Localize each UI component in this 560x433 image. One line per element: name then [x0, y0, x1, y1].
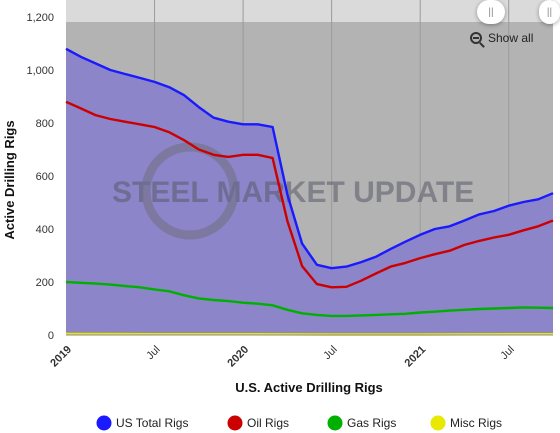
y-axis-ticks: 0 200 400 600 800 1,000 1,200 — [26, 12, 54, 342]
y-axis-title: Active Drilling Rigs — [2, 120, 17, 239]
series-lines — [65, 47, 554, 336]
legend-marker-icon — [327, 415, 343, 431]
total-rigs-area — [66, 48, 553, 336]
y-tick-label: 1,200 — [26, 12, 54, 24]
y-tick-label: 1,000 — [26, 65, 54, 77]
x-tick-label: Jul — [498, 344, 516, 362]
watermark-logo — [141, 142, 239, 240]
show-all-button[interactable]: Show all — [470, 28, 533, 48]
y-tick-label: 800 — [36, 118, 54, 130]
legend-marker-icon — [430, 415, 446, 431]
show-all-label: Show all — [488, 31, 534, 45]
legend-label: Oil Rigs — [247, 416, 289, 430]
x-axis-ticks: 2019 Jul 2020 Jul 2021 Jul — [48, 344, 517, 370]
y-tick-label: 600 — [36, 171, 54, 183]
legend-label: Gas Rigs — [347, 416, 396, 430]
area-fills — [66, 48, 553, 336]
legend-marker-icon — [227, 415, 243, 431]
range-handle-left[interactable]: || — [477, 0, 505, 24]
navigator-strip[interactable] — [66, 0, 553, 22]
y-tick-label: 400 — [36, 224, 54, 236]
watermark-text: STEEL MARKET UPDATE — [112, 176, 474, 209]
legend-item[interactable]: Misc Rigs — [430, 415, 503, 431]
series-line-oil-rigs — [65, 100, 554, 289]
legend-marker-icon — [96, 415, 112, 431]
legend-item[interactable]: US Total Rigs — [96, 415, 189, 431]
range-handle-right[interactable]: || — [539, 0, 560, 24]
x-tick-label: Jul — [144, 344, 162, 362]
y-tick-label: 200 — [36, 277, 54, 289]
x-tick-label: Jul — [321, 344, 339, 362]
x-tick-label: 2019 — [48, 344, 74, 370]
zoom-out-icon — [470, 32, 482, 44]
legend: US Total Rigs Oil Rigs Gas Rigs Misc Rigs — [96, 415, 503, 431]
watermark: STEEL MARKET UPDATE — [112, 142, 474, 240]
x-tick-label: 2020 — [225, 344, 251, 370]
series-line-misc-rigs — [65, 332, 553, 336]
legend-label: Misc Rigs — [450, 416, 502, 430]
series-line-us-total-rigs — [65, 47, 554, 270]
legend-label: US Total Rigs — [116, 416, 188, 430]
series-line-gas-rigs — [65, 280, 554, 318]
y-tick-label: 0 — [48, 330, 54, 342]
x-axis-title: U.S. Active Drilling Rigs — [235, 380, 383, 395]
legend-item[interactable]: Gas Rigs — [327, 415, 397, 431]
legend-item[interactable]: Oil Rigs — [227, 415, 290, 431]
x-tick-label: 2021 — [403, 344, 429, 370]
